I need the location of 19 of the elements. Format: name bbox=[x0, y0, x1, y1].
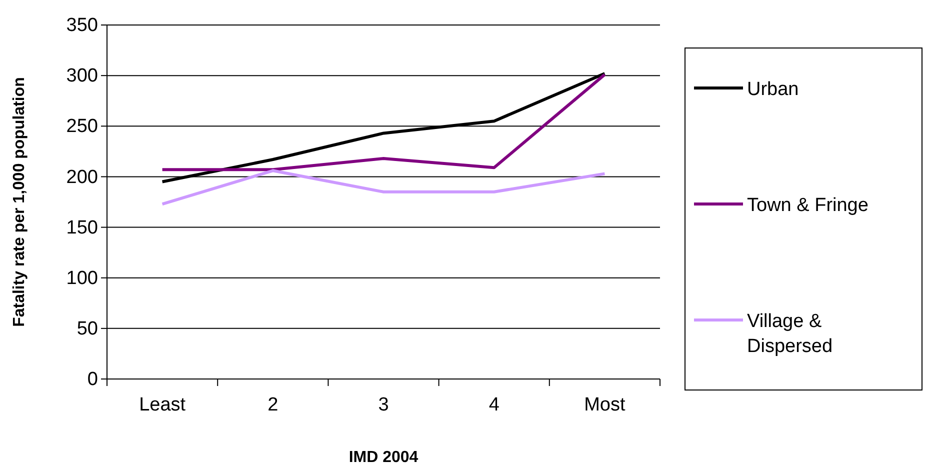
y-tick-label: 250 bbox=[66, 116, 98, 138]
x-axis-title: IMD 2004 bbox=[348, 449, 418, 466]
legend-label: Village & Dispersed bbox=[747, 311, 833, 357]
legend-label: Urban bbox=[747, 79, 799, 100]
y-tick-label: 100 bbox=[66, 268, 98, 289]
y-tick-label: 50 bbox=[76, 318, 98, 340]
y-tick-label: 300 bbox=[66, 66, 98, 87]
y-tick-label: 350 bbox=[66, 15, 98, 36]
y-axis-title: Fatality rate per 1,000 population bbox=[11, 77, 28, 327]
x-tick-label: Least bbox=[139, 394, 186, 416]
y-tick-label: 200 bbox=[66, 166, 98, 188]
y-tick-label: 150 bbox=[66, 217, 98, 238]
x-tick-label: 2 bbox=[268, 394, 278, 416]
line-series bbox=[160, 169, 606, 206]
y-tick-label: 0 bbox=[87, 369, 98, 390]
x-tick-label: 3 bbox=[378, 394, 389, 416]
legend-label: Town & Fringe bbox=[747, 195, 868, 216]
x-tick-label: Most bbox=[584, 394, 626, 416]
x-tick-label: 4 bbox=[488, 394, 500, 416]
